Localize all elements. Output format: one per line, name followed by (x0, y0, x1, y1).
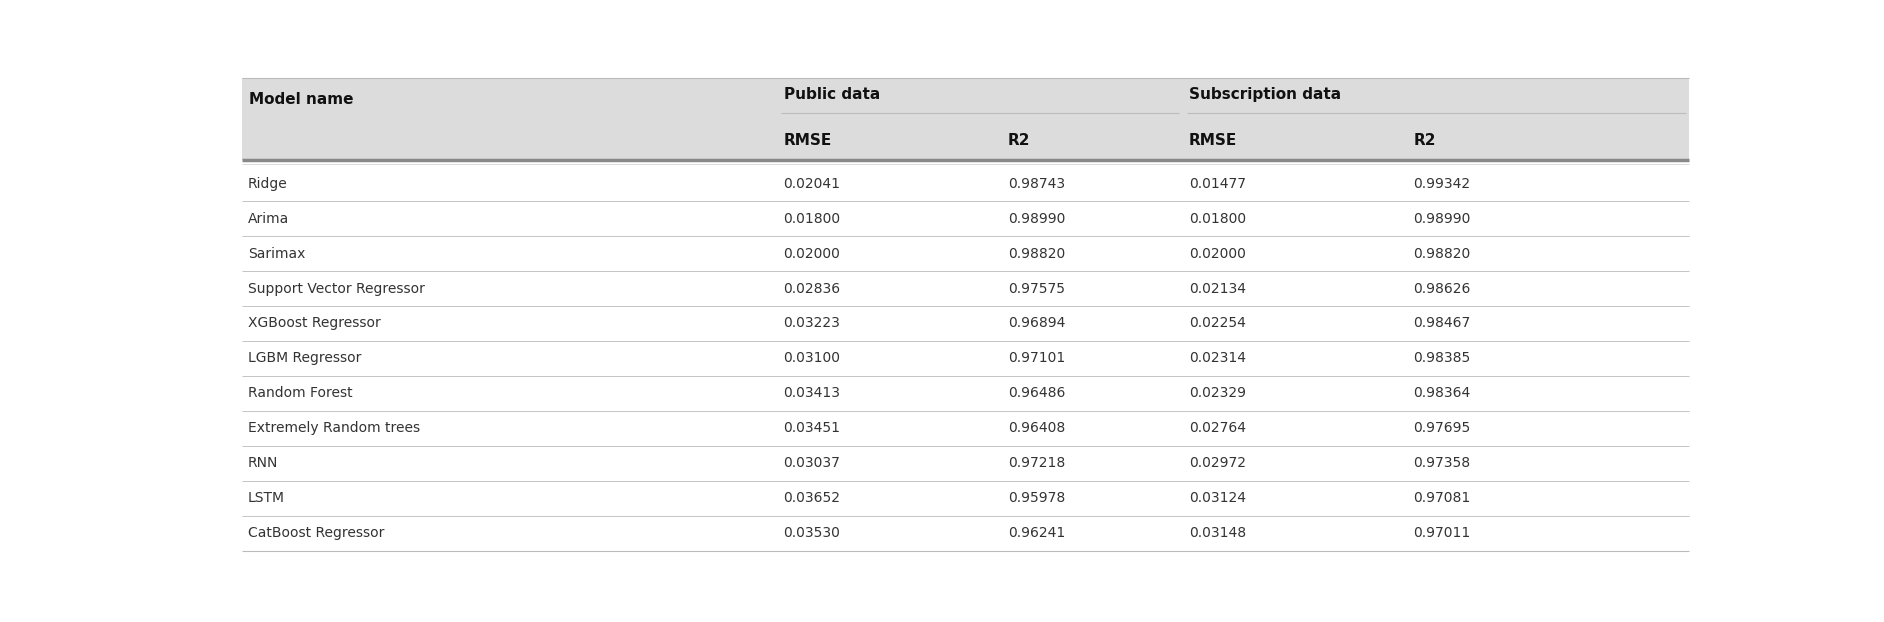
Bar (241, 446, 1690, 481)
Bar (241, 341, 1690, 376)
Text: 0.96486: 0.96486 (1008, 386, 1064, 401)
Text: 0.03124: 0.03124 (1189, 491, 1245, 505)
Text: Random Forest: Random Forest (249, 386, 352, 401)
Text: XGBoost Regressor: XGBoost Regressor (249, 317, 381, 330)
Text: LGBM Regressor: LGBM Regressor (249, 351, 362, 365)
Text: 0.02041: 0.02041 (784, 177, 840, 191)
Text: R2: R2 (1413, 133, 1436, 149)
Text: LSTM: LSTM (249, 491, 284, 505)
Text: Sarimax: Sarimax (249, 246, 305, 261)
Text: 0.96894: 0.96894 (1008, 317, 1064, 330)
Bar (241, 236, 1690, 271)
Text: 0.02000: 0.02000 (784, 246, 840, 261)
Text: 0.96241: 0.96241 (1008, 526, 1064, 540)
Text: 0.03451: 0.03451 (784, 421, 840, 435)
Text: 0.02000: 0.02000 (1189, 246, 1245, 261)
Text: 0.98990: 0.98990 (1413, 211, 1471, 226)
Text: RMSE: RMSE (1189, 133, 1238, 149)
Text: RMSE: RMSE (784, 133, 833, 149)
Text: 0.97081: 0.97081 (1413, 491, 1471, 505)
Text: RNN: RNN (249, 456, 279, 470)
Text: Subscription data: Subscription data (1189, 87, 1341, 102)
Text: Ridge: Ridge (249, 177, 288, 191)
Text: 0.97575: 0.97575 (1008, 282, 1064, 295)
Text: 0.03100: 0.03100 (784, 351, 840, 365)
Text: 0.03148: 0.03148 (1189, 526, 1245, 540)
Bar (241, 481, 1690, 516)
Text: Support Vector Regressor: Support Vector Regressor (249, 282, 424, 295)
Text: 0.02314: 0.02314 (1189, 351, 1245, 365)
Text: 0.02134: 0.02134 (1189, 282, 1245, 295)
Bar (241, 166, 1690, 201)
Bar (241, 122, 1690, 160)
Text: 0.99342: 0.99342 (1413, 177, 1470, 191)
Text: CatBoost Regressor: CatBoost Regressor (249, 526, 384, 540)
Text: Arima: Arima (249, 211, 288, 226)
Bar (241, 78, 1690, 122)
Text: 0.96408: 0.96408 (1008, 421, 1064, 435)
Text: 0.02972: 0.02972 (1189, 456, 1245, 470)
Text: 0.98467: 0.98467 (1413, 317, 1471, 330)
Bar (241, 201, 1690, 236)
Text: 0.98820: 0.98820 (1008, 246, 1064, 261)
Text: Extremely Random trees: Extremely Random trees (249, 421, 420, 435)
Text: 0.02329: 0.02329 (1189, 386, 1245, 401)
Text: 0.03652: 0.03652 (784, 491, 840, 505)
Text: 0.98385: 0.98385 (1413, 351, 1471, 365)
Text: 0.98626: 0.98626 (1413, 282, 1471, 295)
Text: 0.98820: 0.98820 (1413, 246, 1471, 261)
Text: 0.98743: 0.98743 (1008, 177, 1064, 191)
Bar (241, 271, 1690, 306)
Text: 0.03530: 0.03530 (784, 526, 840, 540)
Text: 0.01477: 0.01477 (1189, 177, 1245, 191)
Bar (241, 376, 1690, 411)
Text: 0.03413: 0.03413 (784, 386, 840, 401)
Bar (241, 411, 1690, 446)
Text: 0.02836: 0.02836 (784, 282, 840, 295)
Text: 0.98364: 0.98364 (1413, 386, 1471, 401)
Text: 0.01800: 0.01800 (1189, 211, 1245, 226)
Text: 0.02254: 0.02254 (1189, 317, 1245, 330)
Text: 0.97358: 0.97358 (1413, 456, 1470, 470)
Text: 0.97218: 0.97218 (1008, 456, 1064, 470)
Text: 0.01800: 0.01800 (784, 211, 840, 226)
Text: 0.95978: 0.95978 (1008, 491, 1064, 505)
Text: 0.98990: 0.98990 (1008, 211, 1064, 226)
Bar (241, 516, 1690, 550)
Text: 0.03223: 0.03223 (784, 317, 840, 330)
Text: 0.02764: 0.02764 (1189, 421, 1245, 435)
Text: R2: R2 (1008, 133, 1031, 149)
Text: Model name: Model name (249, 92, 354, 107)
Text: 0.03037: 0.03037 (784, 456, 840, 470)
Text: Public data: Public data (784, 87, 880, 102)
Text: 0.97101: 0.97101 (1008, 351, 1064, 365)
Text: 0.97695: 0.97695 (1413, 421, 1471, 435)
Bar (241, 306, 1690, 341)
Text: 0.97011: 0.97011 (1413, 526, 1471, 540)
